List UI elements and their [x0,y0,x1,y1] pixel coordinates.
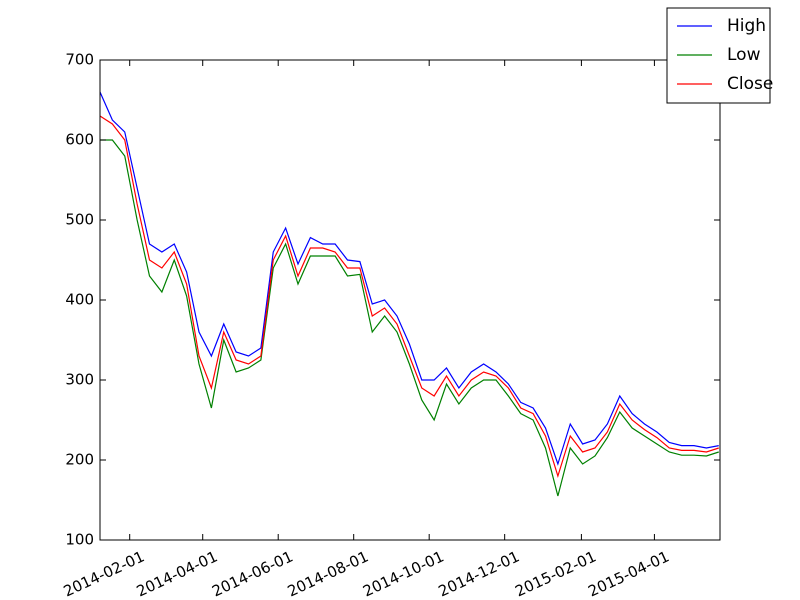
y-tick-label: 200 [65,451,94,469]
series-line [99,91,719,466]
y-tick-label: 700 [65,51,94,69]
legend: High Low Close [666,7,773,104]
legend-label: Low [727,45,761,65]
y-tick-label: 600 [65,131,94,149]
series-line [99,115,719,479]
y-tick-label: 300 [65,371,94,389]
y-tick-label: 400 [65,291,94,309]
y-tick-label: 500 [65,211,94,229]
y-tick-label: 100 [65,531,94,549]
legend-label: High [727,16,766,36]
legend-label: Close [727,74,773,94]
series-line [100,139,719,497]
